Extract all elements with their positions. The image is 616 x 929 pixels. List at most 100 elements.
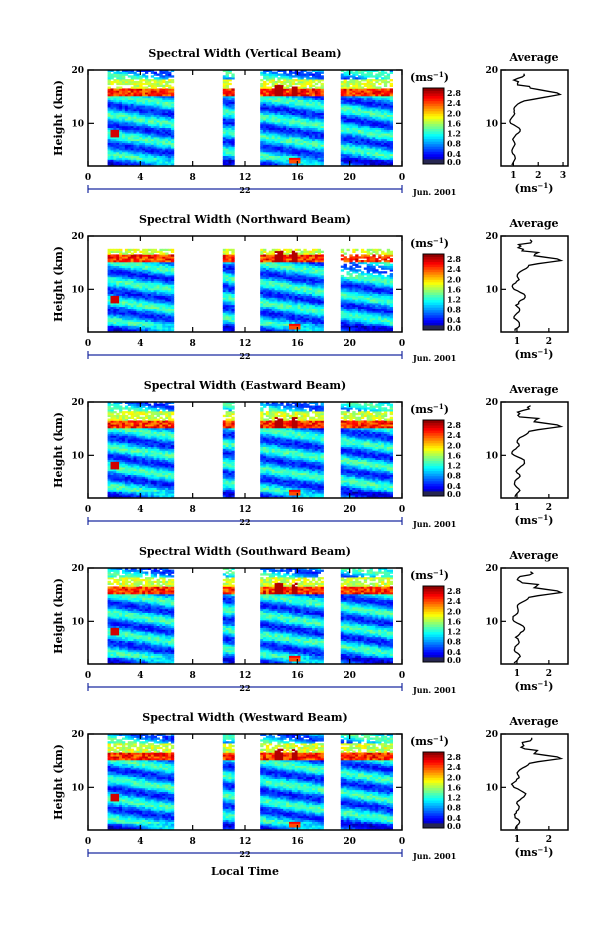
heatmap-cell: [277, 85, 280, 87]
heatmap-cell: [349, 87, 352, 89]
heatmap-cell: [136, 249, 139, 251]
y-axis-label: Height (km): [52, 80, 65, 156]
heatmap-cell: [367, 79, 370, 81]
heatmap-cell: [384, 75, 387, 77]
heatmap-cell: [148, 79, 151, 81]
heatmap-cell: [148, 253, 151, 255]
heatmap-cell: [387, 88, 390, 90]
panel-title: Spectral Width (Northward Beam): [139, 213, 351, 226]
heatmap-cell: [165, 81, 168, 83]
heatmap-cell: [292, 87, 295, 89]
heatmap-cell: [162, 249, 165, 251]
heatmap-cell: [295, 79, 298, 81]
heatmap-cell: [231, 88, 234, 90]
heatmap-cell: [125, 88, 128, 90]
heatmap-cell: [306, 72, 309, 74]
heatmap-cell: [136, 254, 139, 256]
heatmap-cell: [364, 74, 367, 76]
heatmap-cell: [309, 72, 312, 74]
heatmap-cell: [113, 254, 116, 256]
heatmap-cell: [119, 87, 122, 89]
heatmap-cells: [108, 249, 393, 332]
spectral-width-figure: Spectral Width (Vertical Beam)Height (km…: [0, 0, 616, 929]
heatmap-cell: [269, 87, 272, 89]
heatmap-cell: [266, 74, 269, 76]
heatmap-cell: [128, 254, 131, 256]
heatmap-cell: [111, 74, 114, 76]
heatmap-cell: [272, 249, 275, 251]
heatmap-cell: [139, 254, 142, 256]
heatmap-cell: [229, 249, 232, 251]
heatmap-cell: [154, 72, 157, 74]
colorbar-tick-label: 1.6: [447, 118, 461, 128]
heatmap-cell: [113, 79, 116, 81]
y-tick-label: 10: [71, 119, 84, 129]
heatmap-cell: [260, 249, 263, 251]
heatmap-cell: [113, 249, 116, 251]
heatmap-cell: [113, 72, 116, 74]
average-x-tick-label: 3: [560, 171, 566, 181]
heatmap-cell: [378, 87, 381, 89]
heatmap-cell: [171, 87, 174, 89]
heatmap-cell: [171, 249, 174, 251]
heatmap-cell: [361, 87, 364, 89]
heatmap-cell: [280, 251, 283, 253]
heatmap-cell: [128, 75, 131, 77]
heatmap-cell: [171, 79, 174, 81]
heatmap-cell: [145, 75, 148, 77]
heatmap-cell: [111, 249, 114, 251]
heatmap-cell: [272, 72, 275, 74]
colorbar-segment: [423, 139, 444, 142]
heatmap-cell: [231, 74, 234, 76]
heatmap-cell: [122, 88, 125, 90]
heatmap-cell: [280, 81, 283, 83]
colorbar-segment: [423, 154, 444, 157]
heatmap-cell: [277, 77, 280, 79]
heatmap-cell: [151, 83, 154, 85]
colorbar-tick-label: 2.8: [447, 88, 461, 98]
heatmap-cell: [283, 87, 286, 89]
heatmap-cell: [269, 251, 272, 253]
heatmap-cell: [119, 72, 122, 74]
heatmap-cell: [352, 72, 355, 74]
heatmap-cell: [111, 81, 114, 83]
heatmap-cell: [292, 72, 295, 74]
average-panel: Average10201 2 3(ms−1): [485, 51, 568, 195]
heatmap-cells: [108, 70, 393, 166]
heatmap-cell: [134, 254, 137, 256]
heatmap-cell: [171, 254, 174, 256]
heatmap-cell: [154, 254, 157, 256]
heatmap-cell: [358, 81, 361, 83]
colorbar-tick-label: 0.8: [447, 139, 461, 149]
x-tick-label: 8: [190, 173, 196, 183]
heatmap-cell: [349, 75, 352, 77]
heatmap-cell: [364, 88, 367, 90]
heatmap-cell: [108, 87, 111, 89]
heatmap-cell: [312, 88, 315, 90]
heatmap-cell: [171, 75, 174, 77]
heatmap-cell: [162, 85, 165, 87]
heatmap-cell: [154, 77, 157, 79]
heatmap-cell: [226, 249, 229, 251]
heatmap-cell: [145, 249, 148, 251]
heatmap-cell: [139, 251, 142, 253]
heatmap-cell: [148, 88, 151, 90]
heatmap-cell: [165, 253, 168, 255]
heatmap-cell: [292, 79, 295, 81]
heatmap-cell: [384, 88, 387, 90]
x-tick-label: 20: [343, 173, 356, 183]
colorbar-segment: [423, 146, 444, 149]
heatmap-cell: [349, 79, 352, 81]
heatmap-cell: [375, 87, 378, 89]
y-tick-label: 20: [71, 66, 84, 76]
heatmap-cell: [309, 77, 312, 79]
heatmap-cell: [295, 87, 298, 89]
colorbar-segment: [423, 101, 444, 104]
heatmap-cell: [136, 74, 139, 76]
colorbar-tick-label: 2.0: [447, 108, 461, 118]
heatmap-cell: [162, 253, 165, 255]
heatmap-cell: [277, 74, 280, 76]
heatmap-cell: [286, 249, 289, 251]
heatmap-cell: [122, 253, 125, 255]
heatmap-cell: [321, 75, 324, 77]
